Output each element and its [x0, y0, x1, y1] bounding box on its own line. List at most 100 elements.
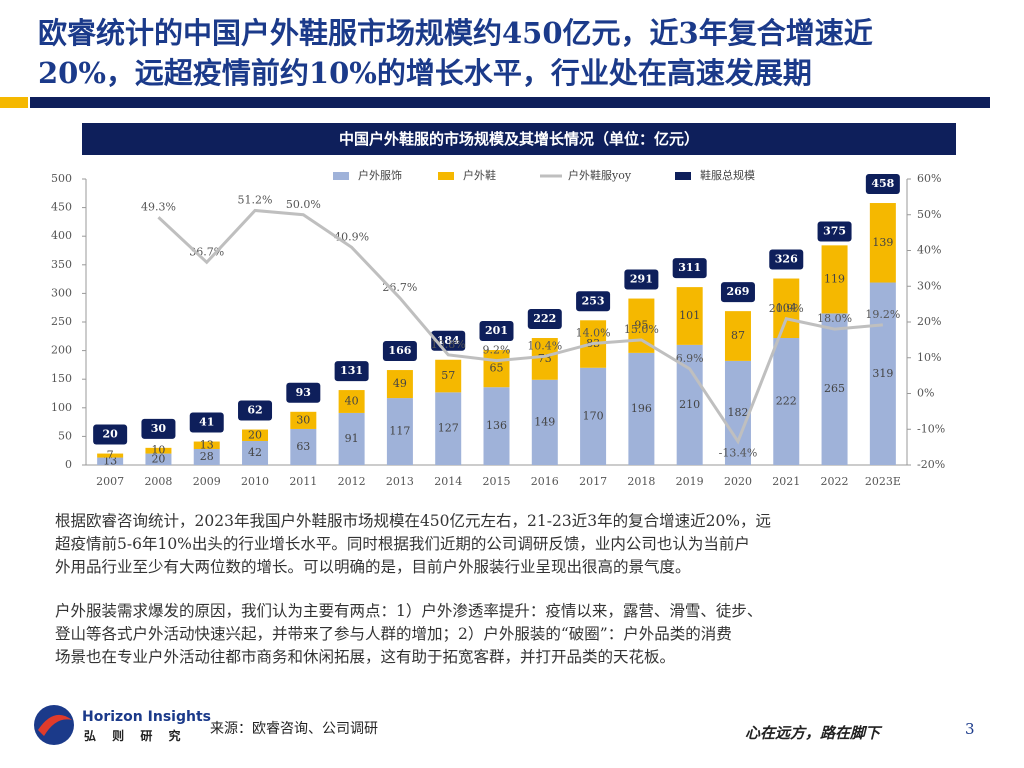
source: 来源：欧睿咨询、公司调研 [210, 721, 378, 737]
y2-tick-label: 50% [917, 208, 941, 221]
total-label: 93 [296, 386, 311, 399]
x-tick-label: 2020 [724, 475, 752, 488]
logo-text: Horizon Insights [82, 709, 211, 725]
y-tick-label: 400 [51, 229, 72, 242]
text-line: 登山等各式户外活动快速兴起，并带来了参与人群的增加；2）户外服装的“破圈”：户外… [55, 625, 732, 643]
bar-segment [435, 392, 462, 465]
logo-sub: 弘 则 研 究 [84, 729, 187, 743]
total-label: 166 [388, 344, 411, 357]
bar-segment [869, 203, 896, 283]
line-label: 50.0% [286, 198, 321, 211]
logo-icon [34, 705, 74, 745]
bar-segment [145, 447, 172, 454]
legend-label: 户外鞋 [463, 168, 496, 182]
bar-segment [145, 453, 172, 465]
total-box [479, 321, 514, 342]
total-label: 222 [533, 312, 556, 325]
total-box [238, 400, 273, 421]
bar-label: 20 [151, 452, 165, 465]
paragraph: 户外服装需求爆发的原因，我们认为主要有两点：1）户外渗透率提升：疫情以来，露营、… [55, 600, 762, 669]
chart: 0 50 100 150 200 250 300 350 400 450 500 -20% -10% 0%… [51, 168, 945, 488]
bar-label: 182 [727, 406, 748, 419]
bar-label: 101 [679, 309, 700, 322]
total-label: 253 [582, 294, 605, 307]
slogan: 心在远方，路在脚下 [745, 724, 881, 742]
total-label: 201 [485, 324, 508, 337]
bar-segment [386, 398, 413, 465]
bar-label: 117 [389, 425, 410, 438]
total-label: 326 [775, 253, 798, 266]
y-tick-label: 500 [51, 172, 72, 185]
legend-swatch [675, 172, 691, 180]
total-box [141, 418, 176, 439]
line-label: -13.4% [719, 446, 758, 459]
bar-segment [193, 441, 220, 449]
legend-label: 户外服饰 [358, 168, 402, 182]
line-label: 40.9% [334, 230, 369, 243]
paragraph: 根据欧睿咨询统计，2023年我国户外鞋服市场规模在450亿元左右，21-23近3… [55, 510, 771, 579]
bar-label: 30 [296, 413, 310, 426]
total-box [865, 174, 900, 195]
total-box [93, 424, 128, 445]
x-tick-label: 2009 [193, 475, 221, 488]
bar-label: 20 [248, 428, 262, 441]
bar-segment [193, 448, 220, 465]
y2-tick-label: 0% [917, 387, 934, 400]
x-tick-label: 2013 [386, 475, 414, 488]
bar-label: 119 [824, 272, 845, 285]
total-box [527, 309, 562, 330]
bar-segment [869, 282, 896, 465]
total-label: 311 [678, 261, 701, 274]
bar-label: 196 [631, 402, 652, 415]
bar-segment [724, 311, 751, 361]
bar-label: 149 [534, 415, 555, 428]
total-box [672, 258, 707, 279]
bar-label: 222 [776, 395, 797, 408]
bar-label: 210 [679, 398, 700, 411]
bar-segment [531, 338, 558, 380]
bar-segment [821, 245, 848, 314]
line-label: 51.2% [238, 193, 273, 206]
total-label: 41 [199, 416, 214, 429]
line-label: 15.0% [624, 323, 659, 336]
legend-label: 户外鞋服yoy [568, 168, 632, 182]
line-label: 10.4% [527, 339, 562, 352]
x-tick-label: 2010 [241, 475, 269, 488]
total-box [189, 412, 224, 433]
bar-label: 87 [731, 329, 745, 342]
total-box [769, 249, 804, 270]
y2-tick-label: -20% [917, 458, 945, 471]
bar-segment [97, 457, 124, 465]
total-box [624, 269, 659, 290]
x-tick-label: 2022 [821, 475, 849, 488]
y-tick-label: 250 [51, 315, 72, 328]
line-label: 26.7% [382, 281, 417, 294]
slide-title: 欧睿统计的中国户外鞋服市场规模约450亿元，近3年复合增速近 [38, 16, 873, 50]
x-tick-label: 2011 [289, 475, 317, 488]
x-tick-label: 2014 [434, 475, 462, 488]
bar-segment [290, 411, 317, 429]
total-label: 269 [726, 285, 749, 298]
bar-label: 127 [438, 422, 459, 435]
bar-label: 40 [345, 395, 359, 408]
y-tick-label: 350 [51, 258, 72, 271]
x-tick-label: 2015 [483, 475, 511, 488]
y-tick-label: 150 [51, 372, 72, 385]
total-box [286, 382, 321, 403]
text-line: 场景也在专业户外活动往都市商务和休闲拓展，这有助于拓宽客群，并打开品类的天花板。 [55, 648, 676, 666]
bar-label: 42 [248, 446, 262, 459]
legend-swatch [438, 172, 454, 180]
x-tick-label: 2016 [531, 475, 559, 488]
total-box [576, 291, 611, 312]
total-label: 131 [340, 364, 363, 377]
page-number: 3 [965, 720, 975, 738]
line-label: 9.2% [483, 344, 511, 357]
bar-segment [531, 379, 558, 465]
x-tick-label: 2008 [144, 475, 172, 488]
bar-segment [773, 278, 800, 339]
text-line: 户外服装需求爆发的原因，我们认为主要有两点：1）户外渗透率提升：疫情以来，露营、… [55, 602, 763, 620]
total-label: 30 [151, 422, 167, 435]
y-tick-label: 0 [65, 458, 72, 471]
y-tick-label: 450 [51, 201, 72, 214]
bar-label: 139 [872, 236, 893, 249]
